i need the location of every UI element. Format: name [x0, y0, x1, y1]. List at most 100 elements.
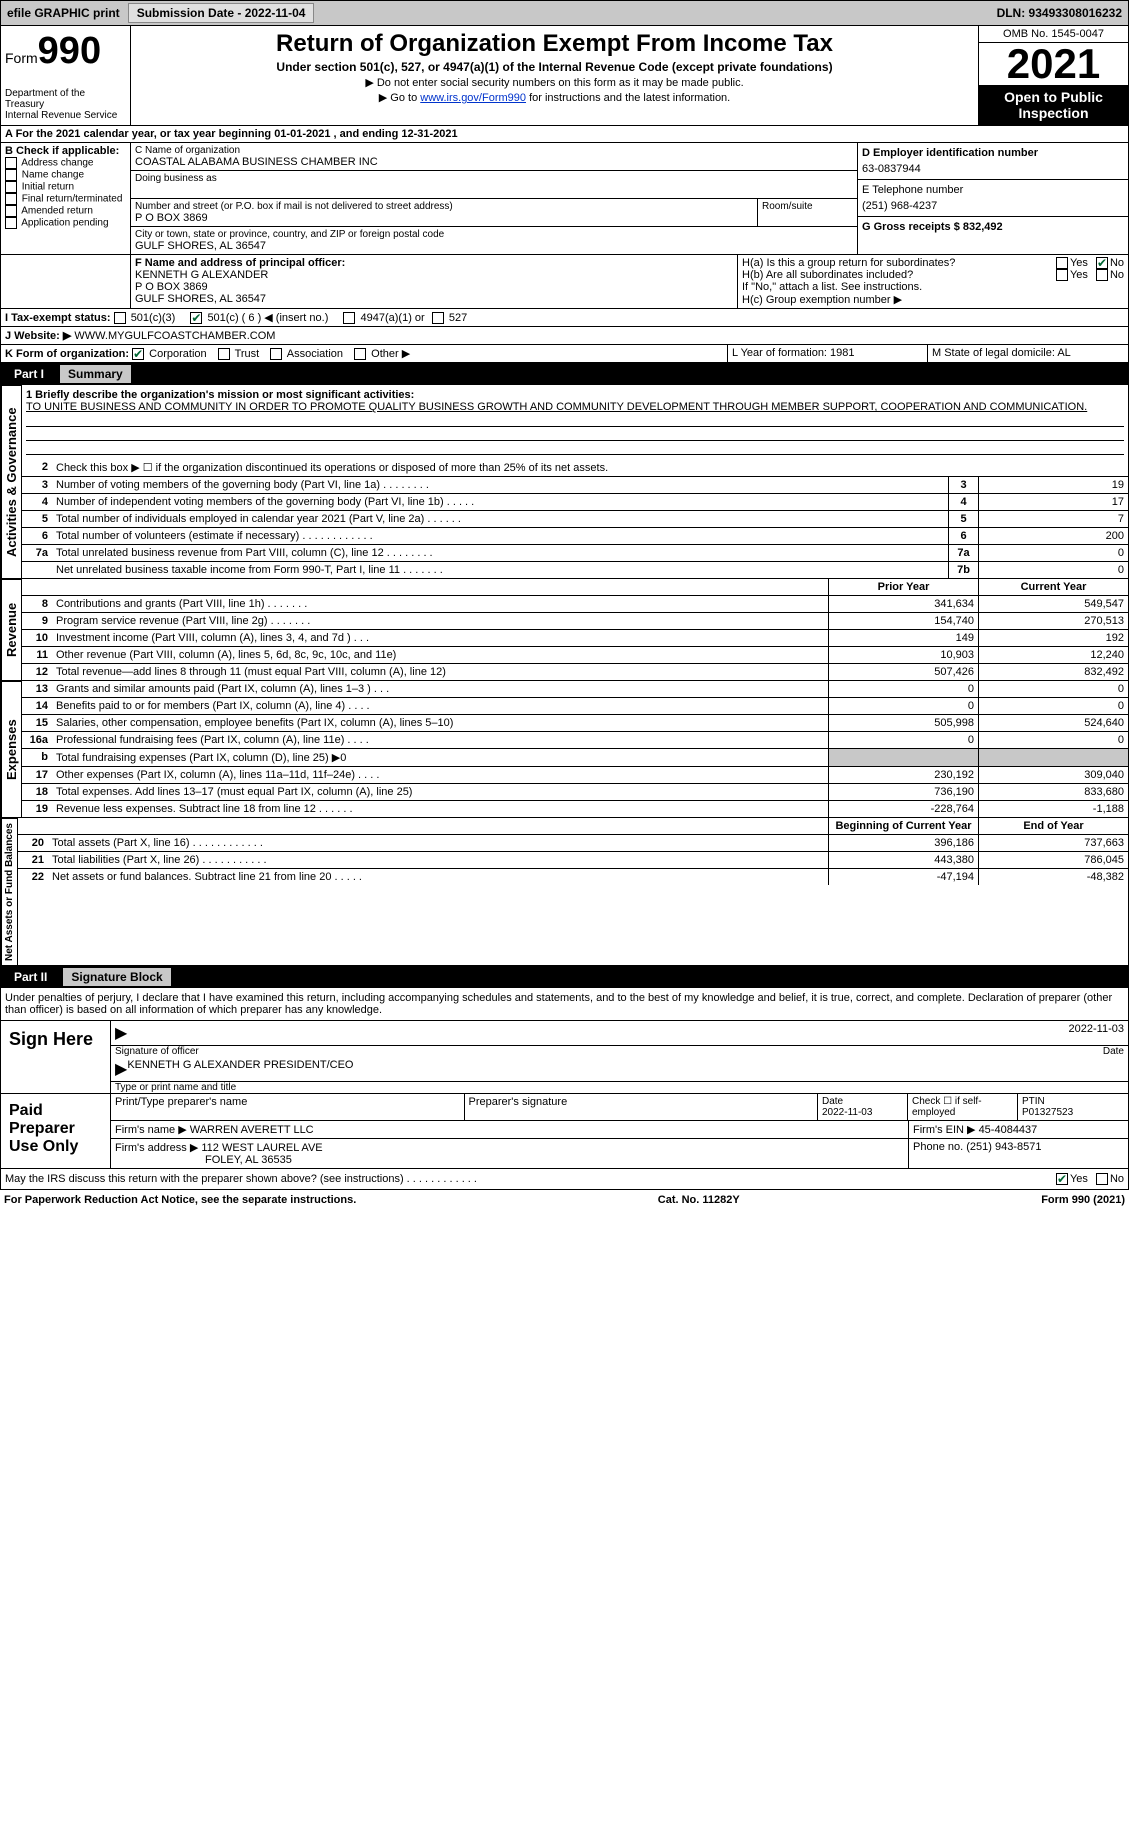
part1-header: Part I Summary	[0, 363, 1129, 385]
org-info-block: B Check if applicable: Address change Na…	[0, 143, 1129, 255]
footer-mid: Cat. No. 11282Y	[658, 1194, 740, 1206]
dba-label: Doing business as	[135, 173, 853, 184]
form-title: Return of Organization Exempt From Incom…	[135, 30, 974, 58]
inspection-label: Open to Public Inspection	[979, 85, 1128, 125]
current-year-header: Current Year	[978, 579, 1128, 595]
firm-name: WARREN AVERETT LLC	[190, 1124, 314, 1136]
assoc-checkbox[interactable]	[270, 348, 282, 360]
governance-section: Activities & Governance 1 Briefly descri…	[0, 385, 1129, 579]
tax-year: 2021	[979, 43, 1128, 85]
ha-no-checkbox[interactable]	[1096, 257, 1108, 269]
arrow-icon: ▶	[115, 1059, 127, 1079]
sign-here-label: Sign Here	[1, 1021, 111, 1093]
form-note2: ▶ Go to www.irs.gov/Form990 for instruct…	[135, 91, 974, 104]
mission-text: TO UNITE BUSINESS AND COMMUNITY IN ORDER…	[26, 401, 1124, 413]
firm-ein: 45-4084437	[979, 1124, 1038, 1136]
4947-checkbox[interactable]	[343, 312, 355, 324]
hb-no-checkbox[interactable]	[1096, 269, 1108, 281]
discuss-label: May the IRS discuss this return with the…	[5, 1173, 1056, 1185]
website-value: WWW.MYGULFCOASTCHAMBER.COM	[74, 330, 275, 342]
discuss-yes-checkbox[interactable]	[1056, 1173, 1068, 1185]
corp-checkbox[interactable]	[132, 348, 144, 360]
dept-label: Department of the Treasury Internal Reve…	[5, 88, 126, 121]
officer-label: F Name and address of principal officer:	[135, 257, 733, 269]
phone-value: (251) 968-4237	[862, 200, 1124, 212]
line-a: A For the 2021 calendar year, or tax yea…	[0, 126, 1129, 143]
netassets-section: Net Assets or Fund Balances Beginning of…	[0, 818, 1129, 966]
b-option-checkbox[interactable]	[5, 157, 17, 169]
page-footer: For Paperwork Reduction Act Notice, see …	[0, 1190, 1129, 1210]
dln-label: DLN: 93493308016232	[991, 4, 1128, 22]
line-klm: K Form of organization: Corporation Trus…	[0, 345, 1129, 363]
efile-label: efile GRAPHIC print	[1, 4, 126, 22]
line-i: I Tax-exempt status: 501(c)(3) 501(c) ( …	[0, 309, 1129, 327]
signature-section: Under penalties of perjury, I declare th…	[0, 988, 1129, 1190]
501c3-checkbox[interactable]	[114, 312, 126, 324]
room-label: Room/suite	[762, 201, 853, 212]
form-note1: ▶ Do not enter social security numbers o…	[135, 76, 974, 89]
end-year-header: End of Year	[978, 818, 1128, 834]
b-option-checkbox[interactable]	[5, 217, 17, 229]
b-option-checkbox[interactable]	[5, 193, 17, 205]
ein-value: 63-0837944	[862, 163, 1124, 175]
submission-button[interactable]: Submission Date - 2022-11-04	[128, 3, 315, 23]
type-name-label: Type or print name and title	[111, 1082, 1128, 1093]
527-checkbox[interactable]	[432, 312, 444, 324]
arrow-icon: ▶	[115, 1023, 127, 1043]
trust-checkbox[interactable]	[218, 348, 230, 360]
expenses-label: Expenses	[1, 681, 22, 817]
ptin-value: P01327523	[1022, 1107, 1073, 1118]
city-label: City or town, state or province, country…	[135, 229, 853, 240]
paid-preparer-label: Paid Preparer Use Only	[1, 1094, 111, 1168]
state-domicile: M State of legal domicile: AL	[928, 345, 1128, 362]
officer-name: KENNETH G ALEXANDER PRESIDENT/CEO	[127, 1059, 353, 1079]
section-b-label: B Check if applicable:	[5, 145, 126, 157]
501c-checkbox[interactable]	[190, 312, 202, 324]
b-option-checkbox[interactable]	[5, 181, 17, 193]
beg-year-header: Beginning of Current Year	[828, 818, 978, 834]
revenue-section: Revenue Prior Year Current Year 8Contrib…	[0, 579, 1129, 681]
footer-left: For Paperwork Reduction Act Notice, see …	[4, 1194, 356, 1206]
prep-name-label: Print/Type preparer's name	[111, 1094, 465, 1120]
form-header: Form990 Department of the Treasury Inter…	[0, 26, 1129, 126]
ha-yes-checkbox[interactable]	[1056, 257, 1068, 269]
b-option-checkbox[interactable]	[5, 169, 17, 181]
prior-year-header: Prior Year	[828, 579, 978, 595]
sig-date: 2022-11-03	[1069, 1023, 1124, 1043]
declaration-text: Under penalties of perjury, I declare th…	[1, 988, 1128, 1021]
org-name: COASTAL ALABAMA BUSINESS CHAMBER INC	[135, 156, 853, 168]
gross-receipts: G Gross receipts $ 832,492	[862, 221, 1124, 233]
governance-label: Activities & Governance	[1, 385, 22, 578]
netassets-label: Net Assets or Fund Balances	[1, 818, 18, 965]
b-option-checkbox[interactable]	[5, 205, 17, 217]
phone-label: E Telephone number	[862, 184, 1124, 196]
org-city: GULF SHORES, AL 36547	[135, 240, 853, 252]
firm-city: FOLEY, AL 36535	[205, 1154, 292, 1166]
form-subtitle: Under section 501(c), 527, or 4947(a)(1)…	[135, 60, 974, 74]
mission-label: 1 Briefly describe the organization's mi…	[26, 389, 1124, 401]
form-number: Form990	[5, 30, 126, 73]
sig-officer-label: Signature of officer	[115, 1046, 1103, 1057]
self-employed-check: Check ☐ if self-employed	[908, 1094, 1018, 1120]
other-checkbox[interactable]	[354, 348, 366, 360]
org-address: P O BOX 3869	[135, 212, 753, 224]
name-label: C Name of organization	[135, 145, 853, 156]
firm-address: 112 WEST LAUREL AVE	[201, 1142, 322, 1154]
topbar: efile GRAPHIC print Submission Date - 20…	[0, 0, 1129, 26]
year-formation: L Year of formation: 1981	[728, 345, 928, 362]
part2-header: Part II Signature Block	[0, 966, 1129, 988]
line-j: J Website: ▶ WWW.MYGULFCOASTCHAMBER.COM	[0, 327, 1129, 345]
hb-label: H(b) Are all subordinates included?	[742, 269, 1056, 281]
irs-link[interactable]: www.irs.gov/Form990	[420, 92, 526, 104]
prep-date: 2022-11-03	[822, 1107, 872, 1118]
hb-yes-checkbox[interactable]	[1056, 269, 1068, 281]
line2-text: Check this box ▶ ☐ if the organization d…	[52, 459, 1128, 476]
officer-block: F Name and address of principal officer:…	[0, 255, 1129, 309]
hb-note: If "No," attach a list. See instructions…	[742, 281, 1124, 293]
ein-label: D Employer identification number	[862, 147, 1124, 159]
discuss-no-checkbox[interactable]	[1096, 1173, 1108, 1185]
addr-label: Number and street (or P.O. box if mail i…	[135, 201, 753, 212]
firm-phone: (251) 943-8571	[966, 1141, 1041, 1153]
prep-sig-label: Preparer's signature	[465, 1094, 819, 1120]
hc-label: H(c) Group exemption number ▶	[742, 293, 1124, 306]
